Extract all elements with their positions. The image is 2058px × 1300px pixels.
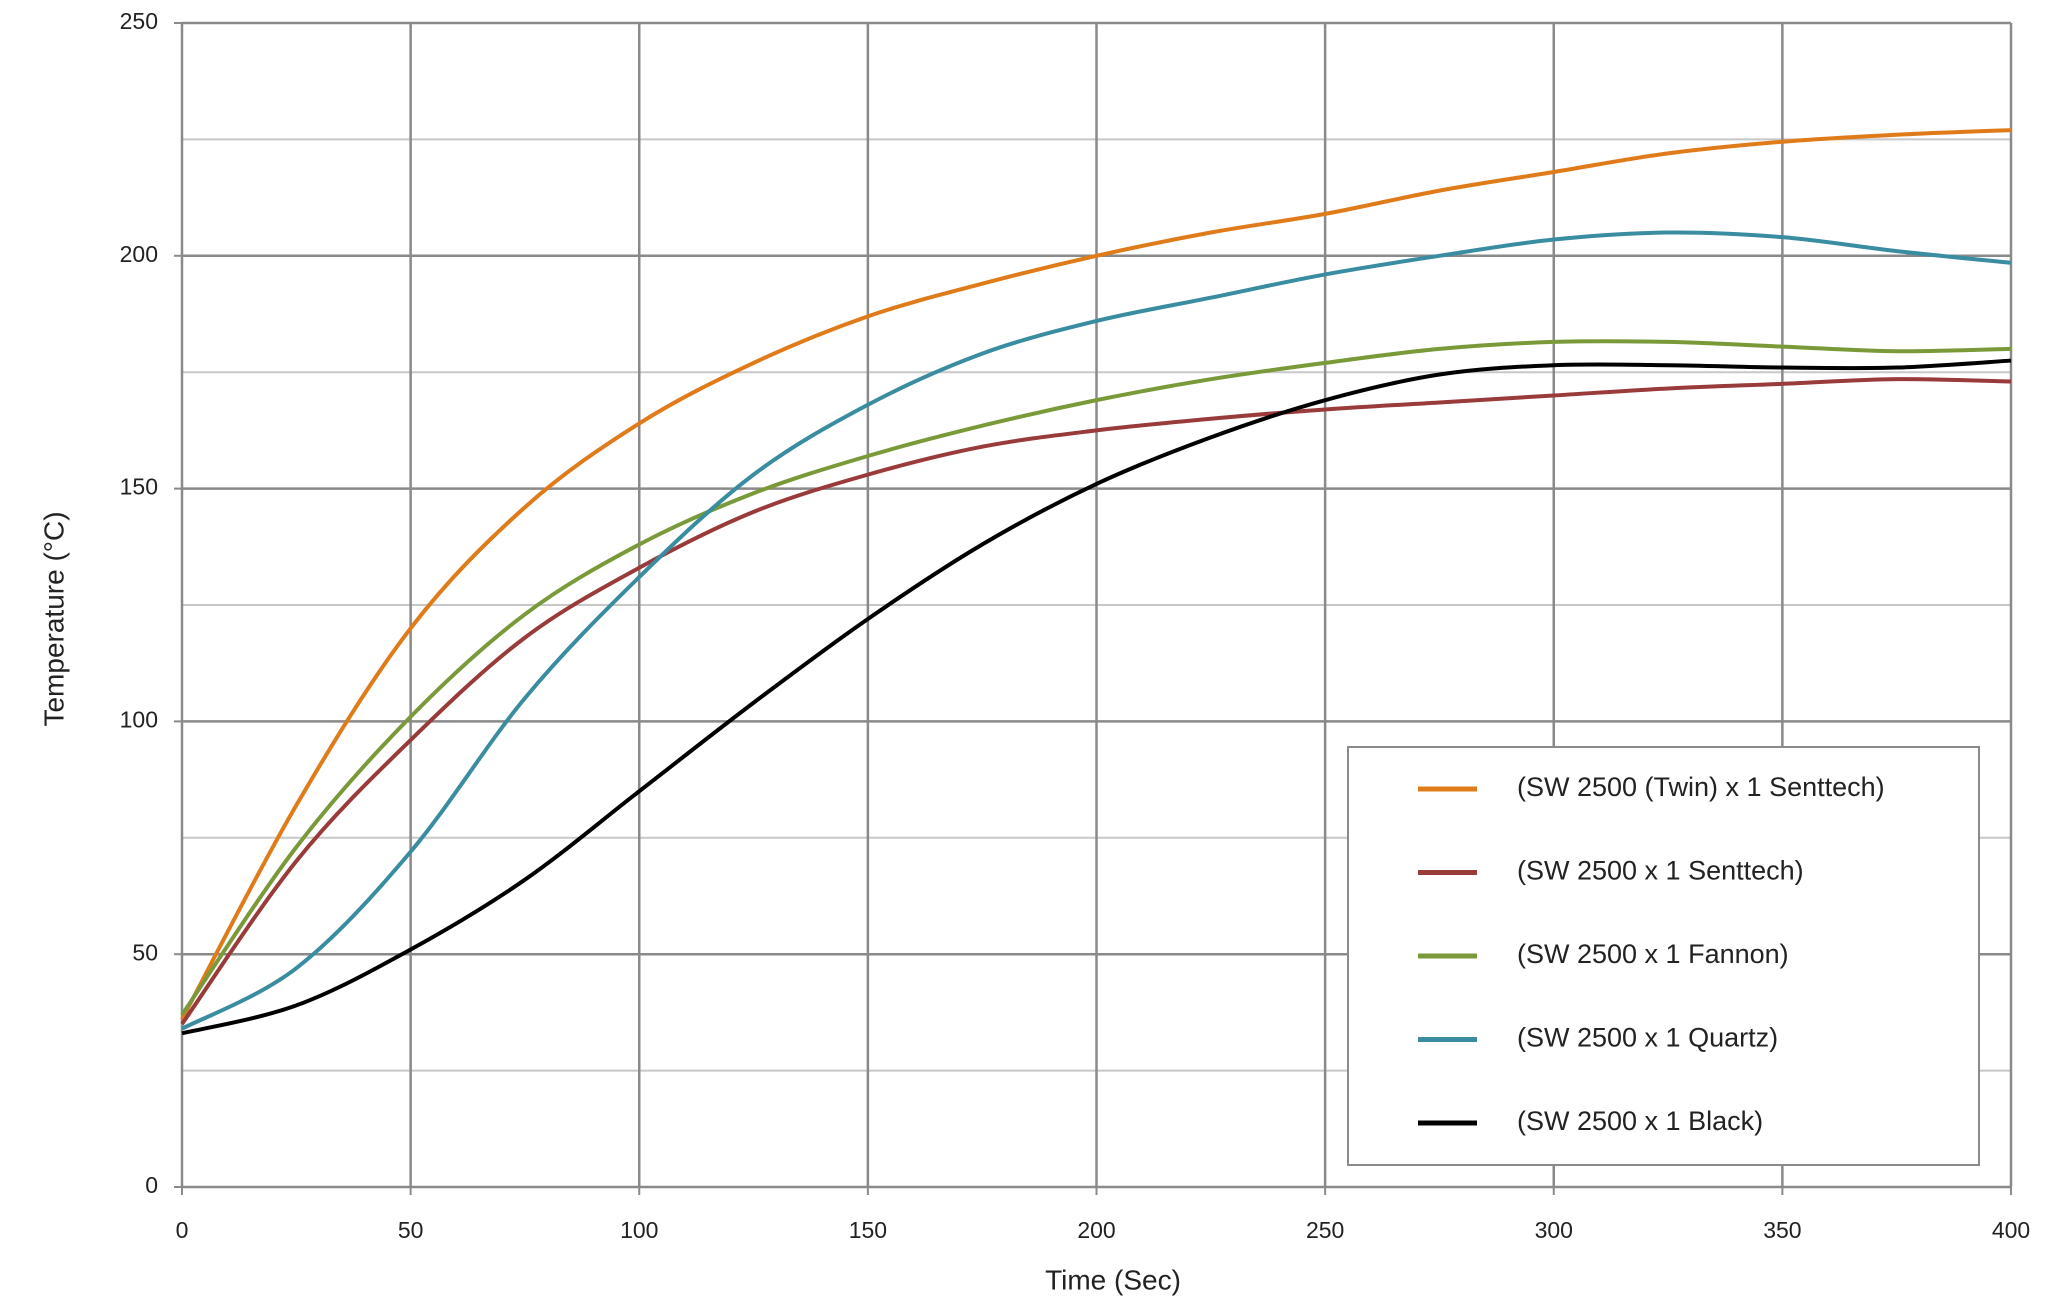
x-tick-label: 250 [1306, 1217, 1344, 1243]
y-tick-label: 0 [145, 1172, 158, 1198]
legend-label: (SW 2500 (Twin) x 1 Senttech) [1517, 772, 1885, 802]
legend-label: (SW 2500 x 1 Senttech) [1517, 856, 1804, 886]
legend-label: (SW 2500 x 1 Quartz) [1517, 1023, 1778, 1053]
y-tick-label: 250 [120, 8, 158, 34]
y-axis-label: Temperature (°C) [38, 511, 69, 726]
legend-label: (SW 2500 x 1 Black) [1517, 1106, 1763, 1136]
legend-label: (SW 2500 x 1 Fannon) [1517, 939, 1789, 969]
y-tick-label: 200 [120, 241, 158, 267]
x-tick-label: 100 [620, 1217, 658, 1243]
x-tick-label: 0 [176, 1217, 189, 1243]
series-line [180, 128, 2012, 1021]
x-tick-label: 350 [1763, 1217, 1801, 1243]
y-tick-label: 50 [132, 939, 158, 965]
series-line [181, 358, 2012, 1036]
y-tick-label: 150 [120, 474, 158, 500]
x-tick-label: 200 [1077, 1217, 1115, 1243]
x-tick-label: 400 [1992, 1217, 2030, 1243]
x-tick-label: 50 [398, 1217, 424, 1243]
y-tick-label: 100 [120, 706, 158, 732]
series-line [180, 377, 2012, 1026]
x-axis-label: Time (Sec) [1045, 1264, 1181, 1295]
x-tick-label: 300 [1535, 1217, 1573, 1243]
series-line [181, 230, 2012, 1031]
series-line [180, 339, 2012, 1016]
x-tick-label: 150 [849, 1217, 887, 1243]
